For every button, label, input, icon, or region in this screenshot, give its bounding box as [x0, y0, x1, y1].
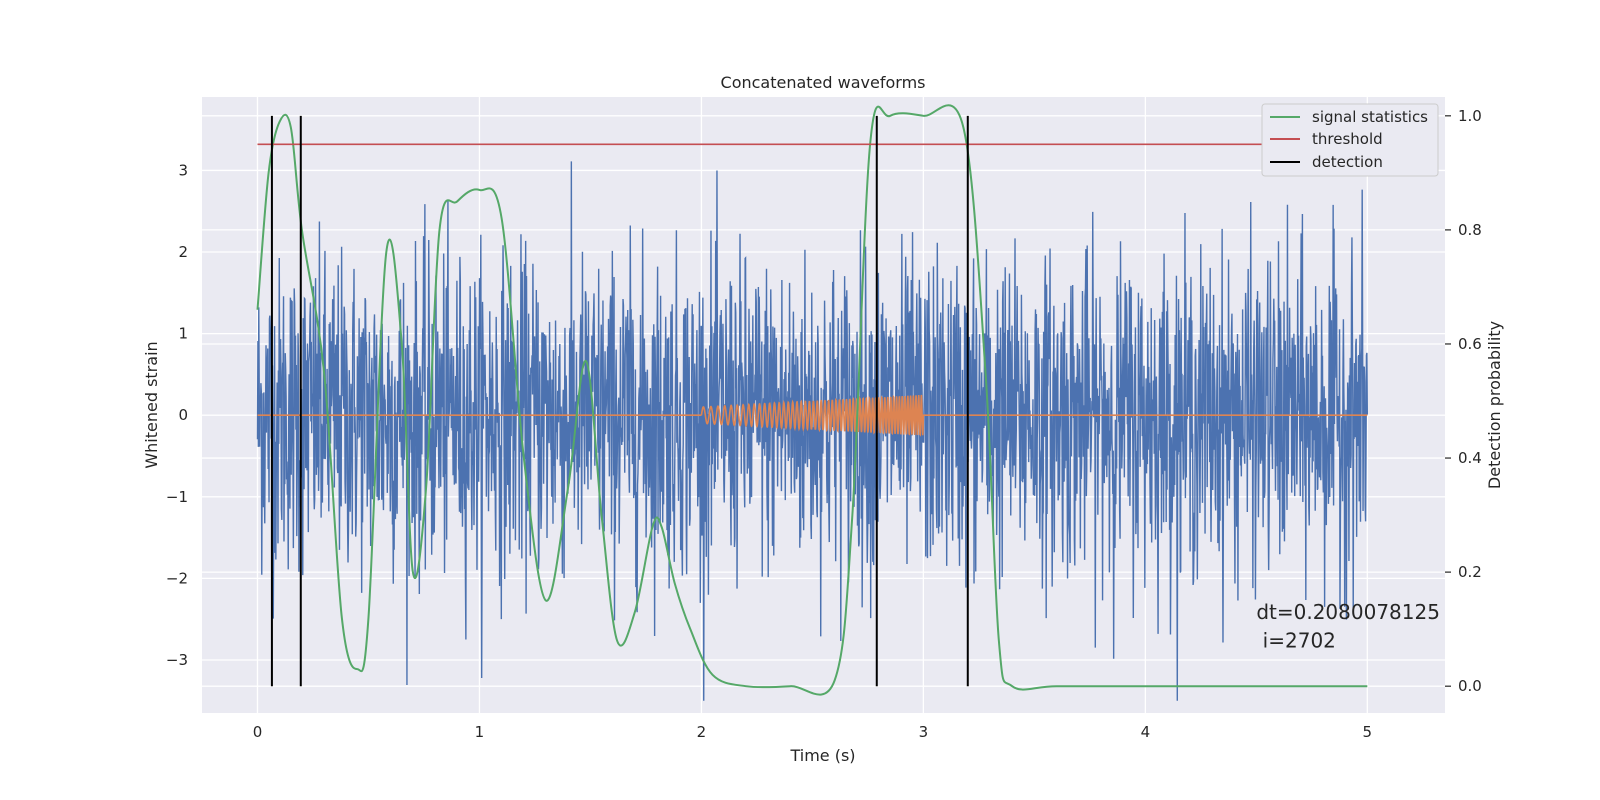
x-tick-label: 2: [697, 723, 707, 741]
y-tick-label: −3: [166, 651, 188, 669]
y-tick-label: 3: [178, 161, 188, 179]
y2-tick-label: 0.6: [1458, 335, 1482, 353]
x-tick-label: 1: [475, 723, 485, 741]
y2-tick-label: 0.2: [1458, 563, 1482, 581]
legend-label-signal: signal statistics: [1312, 108, 1428, 126]
annotation-dt: dt=0.2080078125: [1256, 600, 1440, 624]
chart-title: Concatenated waveforms: [721, 73, 926, 92]
y2-axis-label: Detection probability: [1485, 321, 1504, 489]
x-tick-label: 4: [1141, 723, 1151, 741]
legend: signal statistics threshold detection: [1261, 103, 1439, 177]
x-tick-label: 0: [253, 723, 263, 741]
legend-label-threshold: threshold: [1312, 130, 1383, 148]
y2-tick-label: 0.4: [1458, 449, 1482, 467]
y2-tick-label: 0.0: [1458, 677, 1482, 695]
y-tick-label: 2: [178, 243, 188, 261]
legend-label-detection: detection: [1312, 153, 1383, 171]
template-series-line: [257, 394, 1368, 437]
y-tick-label: −2: [166, 569, 188, 587]
y-axis-label: Whitened strain: [142, 341, 161, 468]
y-tick-label: −1: [166, 488, 188, 506]
annotation-index: i=2702: [1256, 629, 1336, 653]
x-tick-label: 3: [919, 723, 929, 741]
x-tick-label: 5: [1363, 723, 1373, 741]
ticks: 0 1 2 3 4 5 −3 −2 −1 0 1 2 3 0.0 0.2 0.4 0.6 0.8 1.0: [166, 107, 1482, 741]
legend-box: [1261, 103, 1439, 177]
y2-tick-label: 1.0: [1458, 107, 1482, 125]
y-tick-label: 1: [178, 325, 188, 343]
noise-series-line: [256, 161, 1369, 701]
y-tick-label: 0: [178, 406, 188, 424]
x-axis-label: Time (s): [789, 746, 855, 765]
signal-statistics-line: [256, 104, 1368, 696]
plot-area: [256, 104, 1369, 701]
y2-tick-label: 0.8: [1458, 221, 1482, 239]
